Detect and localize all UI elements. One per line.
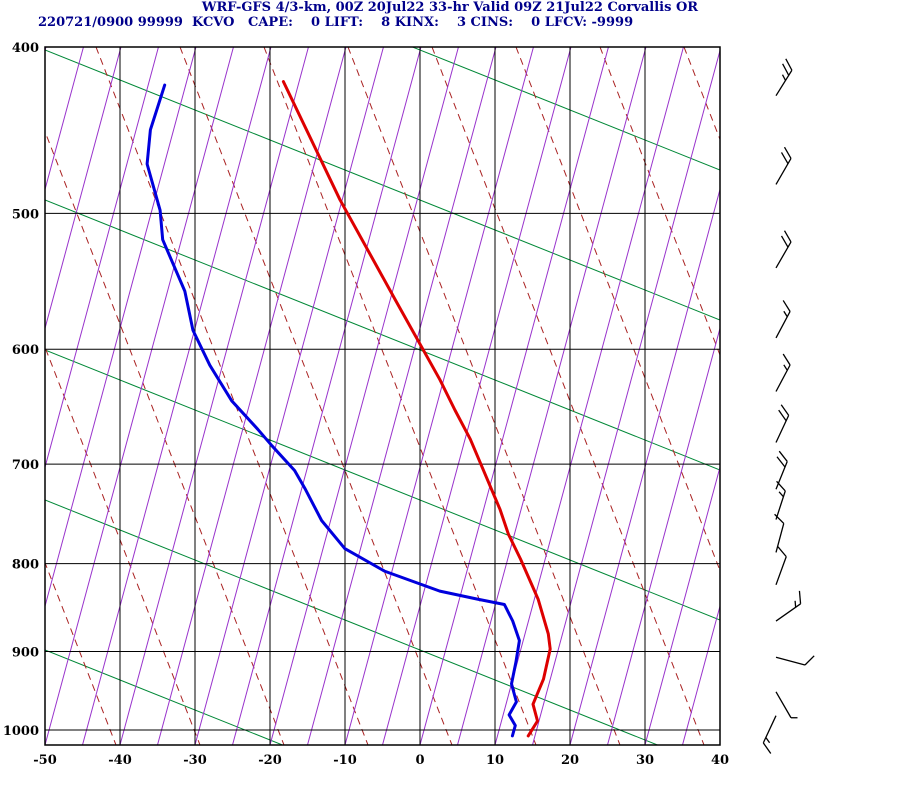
pressure-tick-label: 800 [12, 558, 39, 573]
green-reference-line [45, 349, 720, 621]
skew-isotherm-line [457, 47, 647, 745]
skew-isotherm-line [269, 47, 459, 745]
dashed-reference-line [347, 47, 621, 745]
dashed-reference-line [45, 130, 285, 745]
skew-isotherm-line [232, 47, 422, 745]
temperature-tick-label: 0 [415, 753, 424, 768]
temperature-profile-line [281, 80, 552, 738]
dashed-reference-line [599, 47, 720, 357]
green-reference-line [45, 49, 720, 321]
wind-barb [762, 715, 777, 754]
skew-isotherm-line [119, 47, 309, 745]
skew-isotherm-line [719, 743, 720, 745]
skew-isotherm-line [157, 47, 347, 745]
indices-line: CAPE: 0 LIFT: 8 KINX: 3 CINS: 0 LFCV: -9… [248, 15, 634, 30]
skew-isotherm-line [194, 47, 384, 745]
wind-barb [775, 691, 798, 719]
axis-labels: 400 500 600 700 800 900 1000 -50 -40 -30 -20 -10 0 10… [3, 41, 729, 768]
temperature-tick-label: -20 [258, 753, 282, 768]
station-id-line: 220721/0900 99999 KCVO [38, 15, 235, 30]
skew-isotherm-line [494, 47, 684, 745]
temperature-tick-label: 20 [561, 753, 579, 768]
plot-border [44, 46, 721, 746]
wind-barb [775, 590, 802, 622]
wind-barb [775, 58, 793, 97]
dashed-reference-line [263, 47, 537, 745]
dewpoint-profile-line [145, 83, 521, 738]
green-reference-line [45, 0, 720, 20]
skew-isotherm-line [82, 47, 272, 745]
wind-barb [775, 655, 815, 666]
skew-isotherm-line [644, 465, 720, 745]
temperature-tick-label: -30 [183, 753, 207, 768]
skew-isotherm-line [682, 604, 720, 745]
green-reference-line [45, 499, 659, 745]
chart-title: WRF-GFS 4/3-km, 00Z 20Jul22 33-hr Valid … [201, 0, 699, 15]
skew-isotherm-line [344, 47, 534, 745]
wind-barb [775, 546, 787, 586]
green-reference-line [45, 199, 720, 471]
skew-isotherm-line [758, 47, 900, 745]
skew-isotherm-line [45, 47, 234, 745]
temperature-tick-label: -40 [108, 753, 132, 768]
wind-barb-column [762, 58, 815, 754]
pressure-tick-label: 400 [12, 41, 39, 56]
skew-isotherm-line [45, 47, 47, 53]
dashed-reference-line [45, 561, 117, 745]
dashed-reference-line [45, 345, 201, 745]
dashed-reference-line [431, 47, 705, 745]
skew-isotherm-line [419, 47, 609, 745]
dashed-reference-line [179, 47, 453, 745]
temperature-tick-label: 40 [711, 753, 729, 768]
skew-isotherm-line [607, 326, 720, 745]
skew-isotherm-line [45, 47, 122, 331]
skew-isotherm-line [382, 47, 572, 745]
skew-isotherm-line [45, 47, 159, 470]
temperature-tick-label: -10 [333, 753, 357, 768]
skew-isotherm-line [45, 47, 84, 192]
wind-barb [775, 230, 792, 269]
dashed-reference-line [95, 47, 369, 745]
pressure-tick-label: 1000 [3, 724, 39, 739]
wind-barb [775, 450, 788, 490]
green-reference-line [411, 47, 720, 171]
pressure-tick-label: 900 [12, 645, 39, 660]
wind-barb [775, 480, 786, 520]
dashed-reference-line [683, 47, 720, 141]
skew-isotherm-line [307, 47, 497, 745]
pressure-tick-label: 600 [12, 343, 39, 358]
dashed-reference-line [0, 47, 32, 745]
skew-isotherm-line [45, 47, 197, 609]
temperature-tick-label: 30 [636, 753, 654, 768]
pressure-tick-label: 500 [12, 207, 39, 222]
temperature-tick-label: 10 [486, 753, 504, 768]
wind-barb [775, 300, 791, 339]
dashed-reference-line [515, 47, 720, 572]
temperature-tick-label: -50 [33, 753, 57, 768]
pressure-temperature-grid [44, 46, 721, 746]
wind-barb [775, 146, 792, 185]
sounding-profiles [145, 80, 552, 738]
wind-barb [775, 353, 791, 392]
skew-isotherm-line [569, 187, 720, 745]
wind-barb [774, 513, 785, 553]
wind-barb [775, 404, 790, 443]
green-reference-line [45, 649, 284, 745]
skew-isotherm-line [532, 48, 720, 745]
pressure-tick-label: 700 [12, 458, 39, 473]
